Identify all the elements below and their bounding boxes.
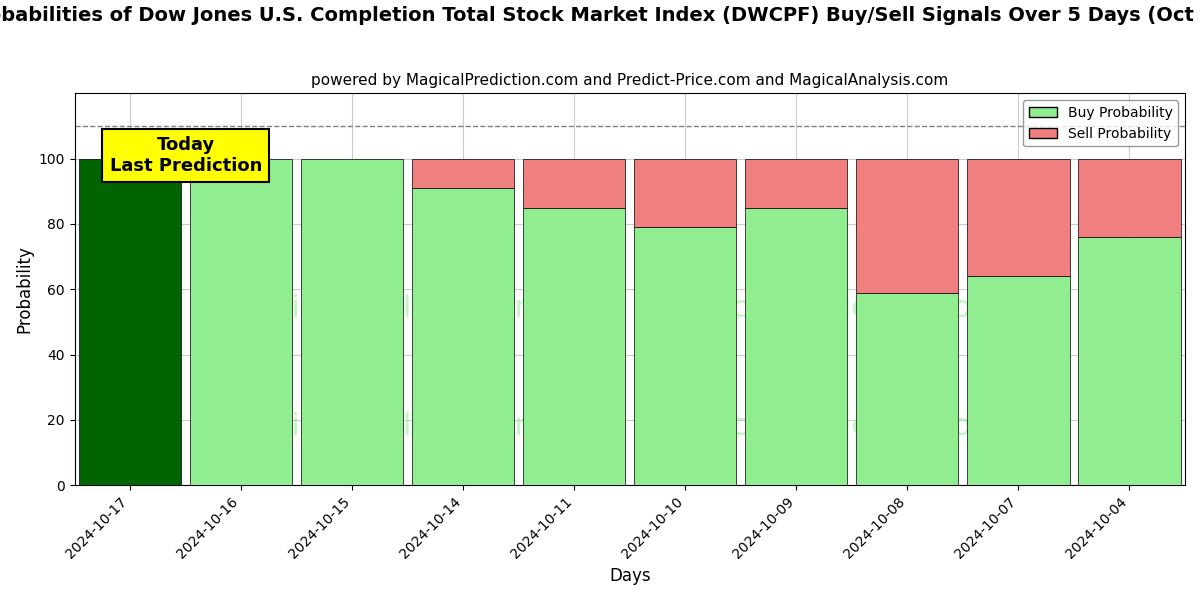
- Bar: [745, 158, 847, 208]
- Text: MagicalPrediction.com: MagicalPrediction.com: [659, 295, 1001, 323]
- Bar: [857, 293, 959, 485]
- Y-axis label: Probability: Probability: [16, 245, 34, 333]
- Bar: [967, 276, 1069, 485]
- X-axis label: Days: Days: [610, 567, 650, 585]
- Bar: [1079, 237, 1181, 485]
- Bar: [967, 158, 1069, 276]
- Text: Today
Last Prediction: Today Last Prediction: [109, 136, 262, 175]
- Bar: [301, 158, 403, 485]
- Bar: [857, 158, 959, 293]
- Text: MagicalAnalysis.com: MagicalAnalysis.com: [227, 295, 544, 323]
- Text: MagicalAnalysis.com: MagicalAnalysis.com: [227, 412, 544, 441]
- Text: Probabilities of Dow Jones U.S. Completion Total Stock Market Index (DWCPF) Buy/: Probabilities of Dow Jones U.S. Completi…: [0, 6, 1200, 25]
- Bar: [635, 227, 737, 485]
- Text: MagicalPrediction.com: MagicalPrediction.com: [659, 412, 1001, 441]
- Bar: [1079, 158, 1181, 237]
- Bar: [745, 208, 847, 485]
- Bar: [412, 188, 515, 485]
- Legend: Buy Probability, Sell Probability: Buy Probability, Sell Probability: [1024, 100, 1178, 146]
- Bar: [523, 158, 625, 208]
- Title: powered by MagicalPrediction.com and Predict-Price.com and MagicalAnalysis.com: powered by MagicalPrediction.com and Pre…: [311, 73, 948, 88]
- Bar: [635, 158, 737, 227]
- Bar: [412, 158, 515, 188]
- Bar: [523, 208, 625, 485]
- Bar: [190, 158, 293, 485]
- Bar: [79, 158, 181, 485]
